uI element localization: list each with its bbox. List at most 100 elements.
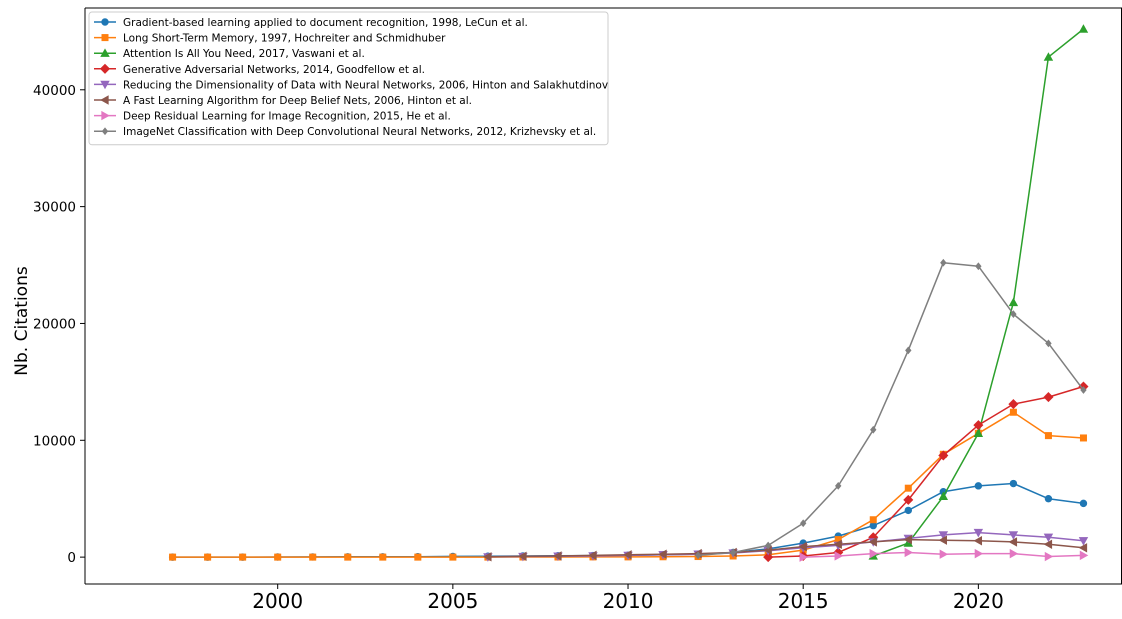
series-layer: [168, 24, 1089, 563]
data-point: [449, 553, 457, 561]
legend-entry-1: Gradient-based learning applied to docum…: [94, 17, 528, 29]
series-line-8: [698, 261, 1085, 557]
axes-layer: 2000 2005 2010 2015 2020 0 10000 20000 30000 4000…: [33, 7, 1122, 613]
data-point: [869, 548, 879, 559]
data-point: [903, 494, 914, 505]
data-point: [1078, 24, 1089, 33]
data-point: [903, 534, 912, 545]
data-point: [379, 553, 387, 561]
x-tick-label: 2010: [603, 589, 654, 613]
data-point: [939, 549, 949, 559]
data-point: [1043, 539, 1053, 549]
legend-marker: [101, 127, 109, 136]
legend-label: ImageNet Classification with Deep Convol…: [123, 126, 596, 138]
data-point: [1009, 548, 1019, 559]
data-point: [868, 537, 877, 547]
data-point: [309, 553, 317, 561]
data-point: [975, 262, 982, 271]
legend-label: Reducing the Dimensionality of Data with…: [123, 79, 608, 91]
data-point: [1009, 408, 1017, 416]
data-point: [800, 519, 807, 528]
legend-entry-6: A Fast Learning Algorithm for Deep Belie…: [94, 95, 472, 107]
legend-box: [88, 11, 609, 146]
series-7: [799, 547, 1089, 562]
data-point: [835, 481, 842, 490]
data-point: [658, 549, 667, 559]
data-point: [938, 535, 947, 545]
data-point: [1008, 297, 1019, 307]
data-point: [483, 552, 492, 562]
legend-marker: [100, 95, 109, 105]
data-point: [973, 536, 983, 546]
data-point: [870, 425, 877, 434]
series-8: [694, 258, 1087, 560]
data-point: [763, 552, 774, 563]
legend-marker: [101, 110, 110, 121]
data-point: [974, 548, 984, 559]
data-point: [1008, 399, 1019, 410]
data-point: [974, 482, 983, 490]
legend-entry-3: Attention Is All You Need, 2017, Vaswani…: [94, 48, 365, 60]
data-point: [938, 450, 949, 461]
legend-marker: [101, 34, 109, 42]
data-point: [764, 541, 772, 550]
y-tick-label: 10000: [33, 433, 76, 449]
data-point: [553, 551, 562, 561]
x-tick-label: 2015: [778, 589, 829, 613]
y-axis-label: Nb. Citations: [12, 266, 32, 376]
y-tick-label: 0: [67, 550, 76, 566]
data-point: [1044, 432, 1052, 440]
legend-marker: [101, 18, 109, 26]
data-point: [518, 551, 527, 562]
y-tick-label: 20000: [33, 316, 76, 332]
x-tick-label: 2020: [953, 589, 1004, 613]
data-point: [905, 346, 912, 355]
data-point: [940, 258, 947, 267]
data-point: [904, 484, 912, 492]
series-line-4: [768, 385, 1084, 558]
data-point: [798, 541, 807, 552]
data-point: [799, 552, 809, 562]
data-point: [1044, 551, 1054, 562]
data-point: [1009, 479, 1018, 488]
data-point: [344, 553, 352, 561]
data-point: [834, 551, 844, 561]
data-point: [623, 550, 632, 560]
legend-label: Long Short-Term Memory, 1997, Hochreiter…: [123, 33, 446, 45]
legend-entry-4: Generative Adversarial Networks, 2014, G…: [94, 63, 425, 76]
data-point: [833, 539, 842, 549]
data-point: [1079, 434, 1087, 442]
legend-label: Generative Adversarial Networks, 2014, G…: [123, 64, 425, 76]
data-point: [938, 531, 949, 540]
legend-marker: [99, 63, 111, 74]
data-point: [904, 547, 914, 558]
legend: Gradient-based learning applied to docum…: [88, 11, 609, 146]
data-point: [1079, 550, 1089, 561]
legend-label: A Fast Learning Algorithm for Deep Belie…: [123, 95, 472, 107]
data-point: [1043, 392, 1054, 403]
legend-entry-2: Long Short-Term Memory, 1997, Hochreiter…: [94, 33, 446, 45]
data-point: [1044, 495, 1053, 503]
data-point: [869, 516, 877, 524]
data-point: [1078, 537, 1089, 546]
y-tick-label: 40000: [33, 83, 76, 99]
y-tick-label: 30000: [33, 200, 76, 216]
data-point: [904, 506, 912, 515]
data-point: [973, 428, 984, 437]
series-line-6: [487, 538, 1084, 558]
data-point: [1080, 386, 1087, 394]
data-point: [694, 551, 702, 560]
data-point: [1043, 52, 1054, 61]
data-point: [729, 548, 737, 557]
x-tick-label: 2005: [427, 589, 478, 613]
data-point: [274, 553, 282, 561]
legend-marker: [100, 80, 110, 90]
x-tick-label: 2000: [252, 589, 303, 613]
data-point: [1008, 537, 1018, 547]
legend-label: Gradient-based learning applied to docum…: [123, 17, 528, 29]
data-point: [1078, 543, 1088, 553]
data-point: [1043, 533, 1054, 543]
legend-label: Attention Is All You Need, 2017, Vaswani…: [123, 48, 365, 60]
data-point: [973, 420, 984, 431]
